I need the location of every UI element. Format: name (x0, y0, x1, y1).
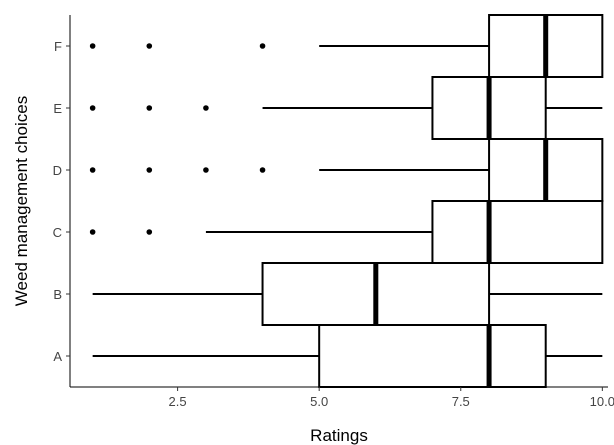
y-tick-label: F (54, 39, 62, 54)
outlier-point (203, 167, 209, 173)
outlier-point (146, 229, 153, 235)
box-group-E (89, 76, 603, 140)
outlier-point (89, 105, 96, 111)
box-group-D (89, 138, 604, 202)
y-tick-label: A (53, 349, 62, 364)
x-tick-label: 7.5 (452, 394, 470, 409)
outlier-point (259, 43, 266, 49)
x-axis-ticks: 2.5 5.0 7.5 10.0 (169, 387, 614, 409)
box-group-B (92, 262, 603, 326)
outlier-point (259, 167, 266, 173)
outlier-point (203, 105, 209, 111)
outlier-point (89, 229, 96, 235)
x-tick-label: 2.5 (169, 394, 187, 409)
y-tick-label: D (53, 163, 62, 178)
plot-area (89, 14, 604, 388)
y-tick-label: B (53, 287, 62, 302)
x-tick-label: 5.0 (310, 394, 328, 409)
y-axis-ticks: A B C D E F (53, 39, 70, 364)
outlier-point (146, 43, 153, 49)
box-iqr (431, 200, 604, 264)
box-group-C (89, 200, 604, 264)
y-tick-label: E (53, 101, 62, 116)
outlier-point (89, 167, 96, 173)
y-tick-label: C (53, 225, 62, 240)
y-axis-title: Weed management choices (12, 96, 31, 306)
box-iqr (318, 324, 547, 388)
x-tick-label: 10.0 (590, 394, 614, 409)
outlier-point (146, 167, 153, 173)
outlier-point (146, 105, 153, 111)
box-group-A (92, 324, 603, 388)
outlier-point (89, 43, 96, 49)
box-group-F (89, 14, 604, 78)
x-axis-title: Ratings (310, 426, 368, 445)
